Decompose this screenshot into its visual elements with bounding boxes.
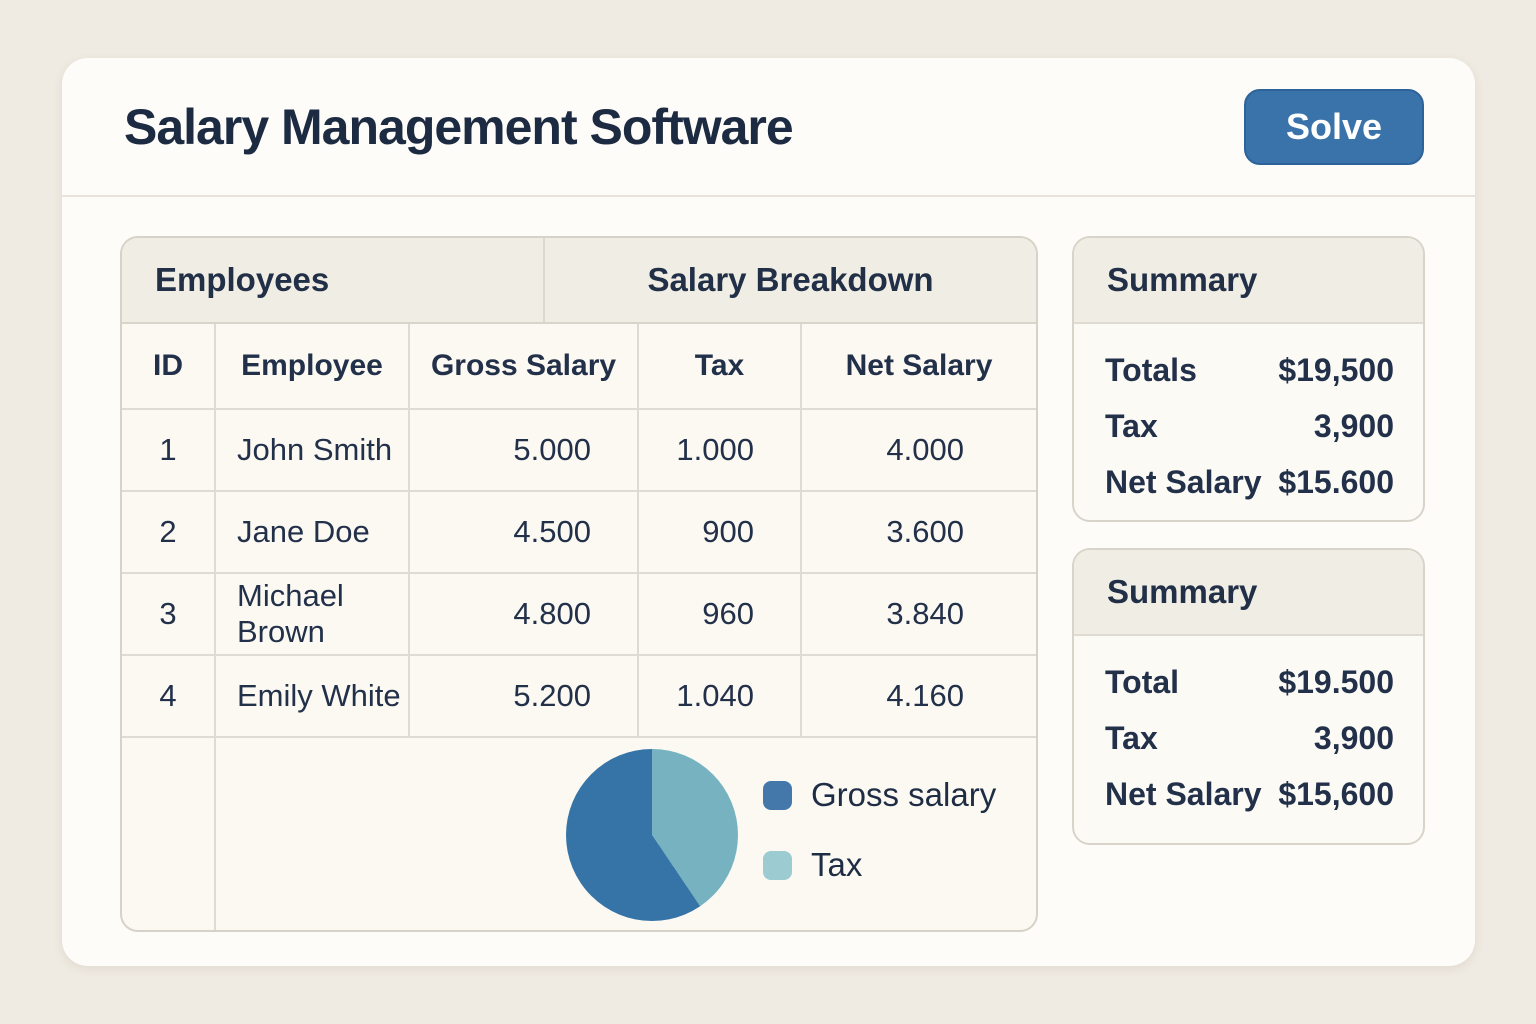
summary-panel-1: Summary Totals $19,500 Tax 3,900 Net Sal… [1072,236,1425,522]
summary-panel-2: Summary Total $19.500 Tax 3,900 Net Sala… [1072,548,1425,845]
col-header-employee: Employee [216,324,410,408]
cell-gross: 5.200 [410,656,639,736]
summary-row-tax: Tax 3,900 [1105,398,1394,454]
cell-tax: 900 [639,492,802,572]
summary-label: Total [1105,663,1180,700]
legend-item-gross-salary: Gross salary [763,776,996,814]
pie-legend: Gross salary Tax [763,776,996,884]
summary-label: Tax [1105,719,1158,756]
col-header-gross-salary: Gross Salary [410,324,639,408]
summary-value: $15,600 [1278,775,1394,812]
legend-label: Gross salary [811,776,997,813]
summary-value: $19.500 [1278,663,1394,700]
cell-tax: 960 [639,574,802,654]
card-header: Salary Management Software Solve [62,58,1475,197]
legend-label: Tax [811,846,863,883]
cell-tax: 1.000 [639,410,802,490]
cell-net: 4.160 [886,678,964,713]
cell-employee: Emily White [216,656,410,736]
col-header-net-salary: Net Salary [845,349,993,382]
cell-gross: 4.500 [410,492,639,572]
cell-net: 3.600 [886,514,964,549]
cell-id: 2 [122,492,216,572]
col-header-tax: Tax [639,324,802,408]
chart-row: Gross salary Tax [122,738,1036,930]
cell-employee: Michael Brown [216,574,410,654]
table-row: 2 Jane Doe 4.500 900 3.600 [122,492,1036,574]
cell-employee: John Smith [216,410,410,490]
id-column-spacer [122,738,216,930]
table-group-header: Employees Salary Breakdown [122,238,1036,324]
col-header-id: ID [122,324,216,408]
cell-id: 3 [122,574,216,654]
cell-net: 3.840 [886,596,964,631]
cell-tax: 1.040 [639,656,802,736]
cell-employee: Jane Doe [216,492,410,572]
summary-label: Net Salary [1105,463,1262,500]
legend-item-tax: Tax [763,846,996,884]
cell-id: 1 [122,410,216,490]
summary-row-totals: Totals $19,500 [1105,342,1394,398]
summary-title: Summary [1074,238,1423,324]
summary-row-net-salary: Net Salary $15.600 [1105,454,1394,510]
summary-value: 3,900 [1313,719,1394,756]
page-title: Salary Management Software [124,99,794,155]
summary-label: Totals [1105,351,1197,388]
summary-title: Summary [1074,550,1423,636]
table-row: 1 John Smith 5.000 1.000 4.000 [122,410,1036,492]
summary-value: $19,500 [1278,351,1394,388]
pie-chart [566,749,738,921]
cell-gross: 5.000 [410,410,639,490]
salary-table: Employees Salary Breakdown ID Employee G… [120,236,1038,932]
solve-button[interactable]: Solve [1244,89,1424,165]
tax-swatch-icon [763,850,792,880]
summary-row-net-salary: Net Salary $15,600 [1105,766,1394,822]
cell-net: 4.000 [886,432,964,467]
summary-row-tax: Tax 3,900 [1105,710,1394,766]
gross-salary-swatch-icon [763,780,792,810]
group-header-salary-breakdown: Salary Breakdown [647,261,934,298]
summary-row-total: Total $19.500 [1105,654,1394,710]
cell-id: 4 [122,656,216,736]
group-header-employees: Employees [122,238,545,322]
summary-value: $15.600 [1278,463,1394,500]
summary-value: 3,900 [1313,407,1394,444]
table-row: 3 Michael Brown 4.800 960 3.840 [122,574,1036,656]
table-row: 4 Emily White 5.200 1.040 4.160 [122,656,1036,738]
summary-label: Tax [1105,407,1158,444]
summary-label: Net Salary [1105,775,1262,812]
app-card: Salary Management Software Solve Employe… [62,58,1475,966]
table-column-headers: ID Employee Gross Salary Tax Net Salary [122,324,1036,410]
cell-gross: 4.800 [410,574,639,654]
